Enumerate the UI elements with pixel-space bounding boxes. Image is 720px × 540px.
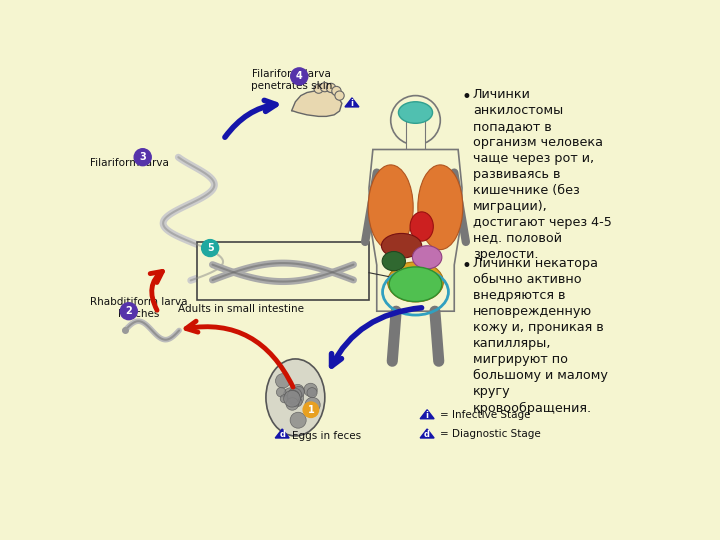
Circle shape [326, 83, 336, 92]
Circle shape [286, 398, 299, 410]
Polygon shape [275, 429, 289, 438]
Text: 4: 4 [296, 71, 302, 82]
Circle shape [120, 303, 138, 320]
Text: Личинки некатора
обычно активно
внедряются в
неповрежденную
кожу и, проникая в
к: Личинки некатора обычно активно внедряют… [473, 257, 608, 415]
Text: d: d [279, 430, 285, 439]
Text: •: • [462, 257, 472, 275]
Text: •: • [462, 88, 472, 106]
Circle shape [335, 91, 344, 100]
Circle shape [305, 397, 320, 413]
Circle shape [292, 384, 304, 397]
Circle shape [291, 68, 307, 85]
Text: i: i [426, 410, 428, 420]
Bar [197, 242, 369, 300]
Circle shape [280, 395, 289, 403]
Text: Filariform larva
penetrates skin: Filariform larva penetrates skin [251, 70, 333, 91]
Circle shape [134, 148, 151, 166]
Polygon shape [420, 429, 434, 438]
Text: = Diagnostic Stage: = Diagnostic Stage [439, 429, 540, 440]
Circle shape [289, 396, 297, 404]
Ellipse shape [387, 262, 444, 302]
Circle shape [284, 388, 297, 401]
Circle shape [332, 86, 341, 96]
Polygon shape [420, 410, 434, 418]
Circle shape [287, 390, 300, 402]
Circle shape [289, 395, 297, 404]
Text: Adults in small intestine: Adults in small intestine [178, 303, 304, 314]
Bar [406, 120, 425, 150]
Ellipse shape [418, 165, 463, 249]
Text: 2: 2 [125, 306, 132, 316]
Text: 5: 5 [207, 243, 214, 253]
Circle shape [292, 397, 302, 407]
Circle shape [304, 383, 318, 396]
Circle shape [288, 388, 302, 402]
Circle shape [303, 402, 319, 417]
Circle shape [284, 390, 300, 407]
Ellipse shape [266, 359, 325, 436]
Circle shape [320, 83, 330, 92]
Ellipse shape [410, 212, 433, 241]
Text: Filariform larva: Filariform larva [90, 158, 169, 168]
Text: = Infective Stage: = Infective Stage [439, 410, 530, 420]
Ellipse shape [382, 252, 405, 271]
Text: 1: 1 [307, 405, 314, 415]
Circle shape [276, 387, 286, 397]
Circle shape [276, 374, 290, 388]
Polygon shape [345, 98, 359, 107]
Polygon shape [292, 90, 342, 117]
Ellipse shape [389, 267, 442, 301]
Text: 3: 3 [140, 152, 146, 162]
Ellipse shape [398, 102, 433, 123]
Text: Rhabditiform larva
hatches: Rhabditiform larva hatches [90, 298, 187, 319]
Text: Личинки
анкилостомы
попадают в
организм человека
чаще через рот и,
развиваясь в
: Личинки анкилостомы попадают в организм … [473, 88, 612, 261]
Circle shape [293, 387, 305, 397]
Circle shape [391, 96, 441, 145]
Text: Eggs in feces: Eggs in feces [292, 431, 361, 441]
Circle shape [290, 412, 306, 428]
Polygon shape [369, 150, 462, 311]
Ellipse shape [382, 233, 422, 258]
Circle shape [314, 84, 323, 93]
Circle shape [202, 240, 219, 256]
Text: d: d [424, 430, 430, 439]
Text: i: i [351, 99, 354, 108]
Circle shape [287, 389, 304, 406]
Ellipse shape [413, 246, 442, 269]
Ellipse shape [368, 165, 413, 249]
Circle shape [307, 388, 317, 397]
